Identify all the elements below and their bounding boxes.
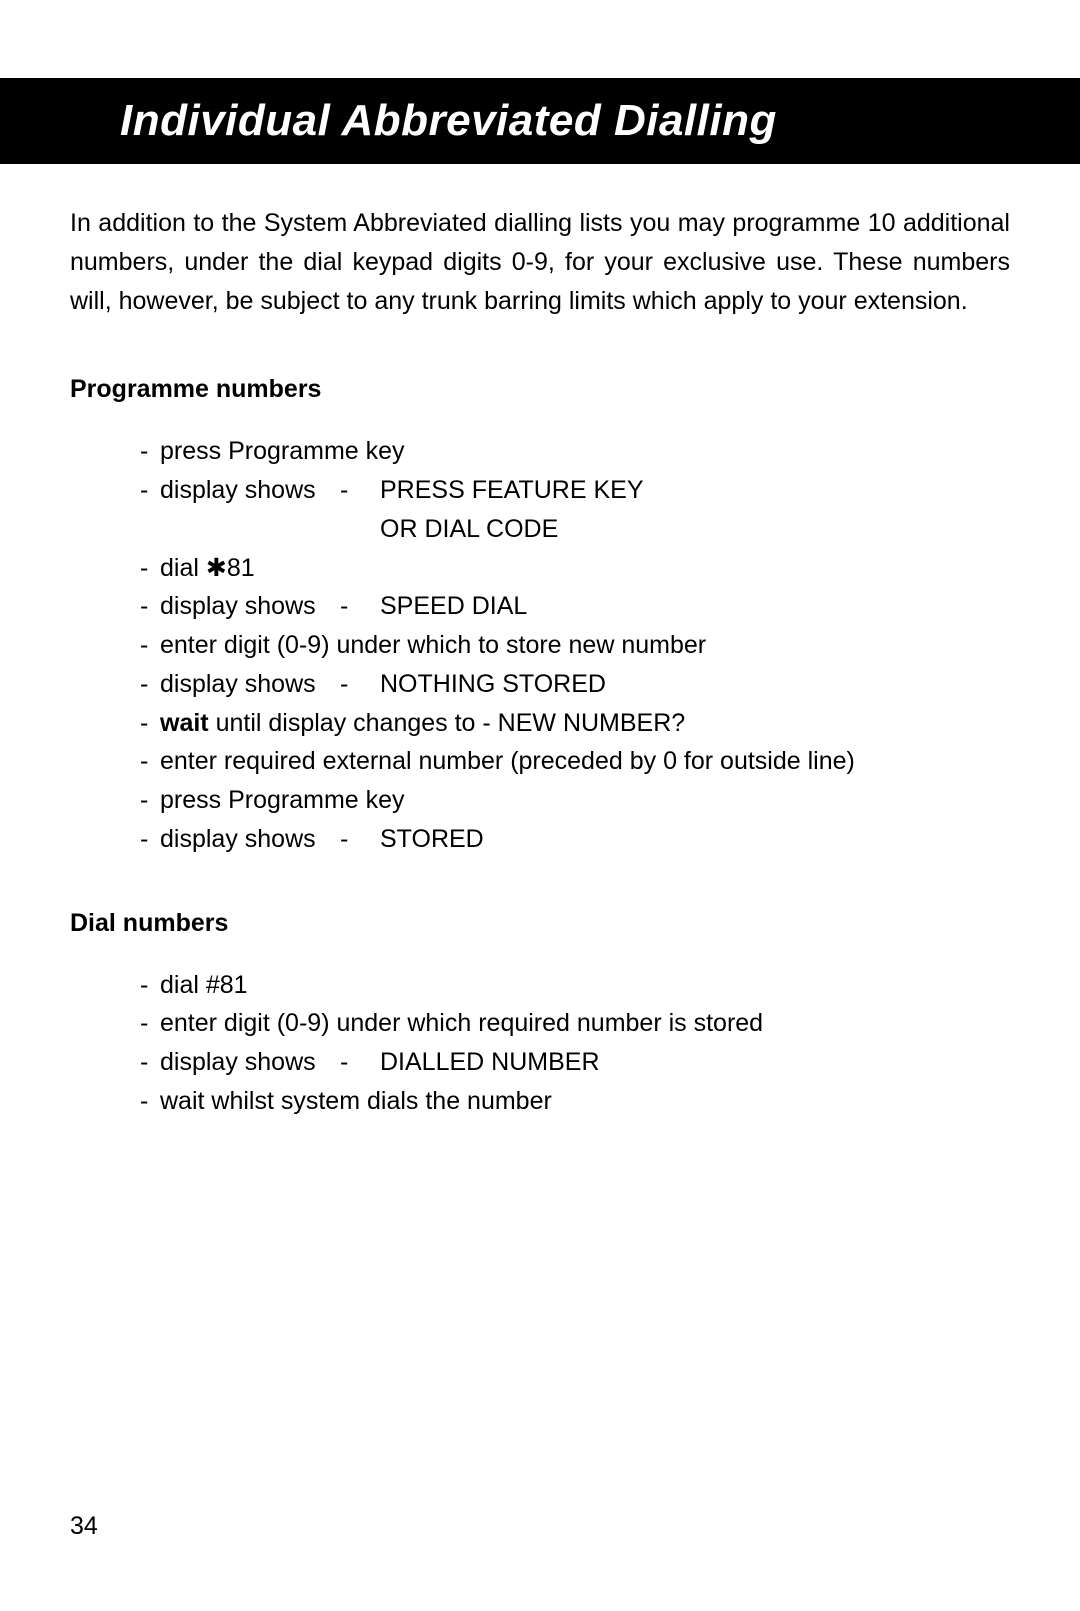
list-item: - display shows- NOTHING STORED <box>140 665 1010 704</box>
list-item: - wait whilst system dials the number <box>140 1082 1010 1121</box>
list-item: - enter digit (0-9) under which to store… <box>140 626 1010 665</box>
programme-steps: - press Programme key - display shows- P… <box>70 432 1010 858</box>
intro-paragraph: In addition to the System Abbreviated di… <box>70 204 1010 320</box>
list-item: - press Programme key <box>140 781 1010 820</box>
list-item-continuation: OR DIAL CODE <box>140 510 1010 549</box>
list-item: - dial #81 <box>140 966 1010 1005</box>
page-title: Individual Abbreviated Dialling <box>120 96 1080 146</box>
star-icon: ✱ <box>206 554 227 582</box>
content-area: In addition to the System Abbreviated di… <box>0 164 1080 1121</box>
dial-steps: - dial #81 - enter digit (0-9) under whi… <box>70 966 1010 1121</box>
list-item: - dial ✱81 <box>140 549 1010 588</box>
list-item: - display shows- DIALLED NUMBER <box>140 1043 1010 1082</box>
list-item: - wait until display changes to - NEW NU… <box>140 704 1010 743</box>
list-item: - display shows- PRESS FEATURE KEY <box>140 471 1010 510</box>
list-item: - press Programme key <box>140 432 1010 471</box>
list-item: - display shows- STORED <box>140 820 1010 859</box>
list-item: - display shows- SPEED DIAL <box>140 587 1010 626</box>
section-heading-programme: Programme numbers <box>70 375 1010 404</box>
list-item: - enter required external number (preced… <box>140 742 1010 781</box>
title-bar: Individual Abbreviated Dialling <box>0 78 1080 164</box>
page-number: 34 <box>70 1512 98 1541</box>
list-item: - enter digit (0-9) under which required… <box>140 1004 1010 1043</box>
section-heading-dial: Dial numbers <box>70 909 1010 938</box>
